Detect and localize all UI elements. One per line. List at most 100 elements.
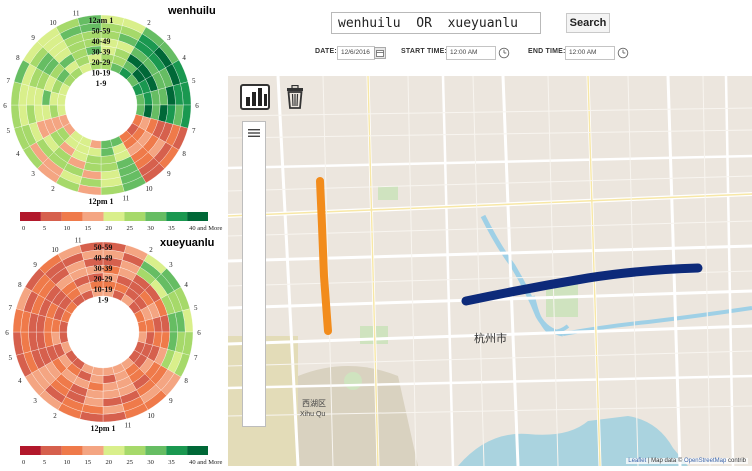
hour-label: 5 <box>9 354 13 362</box>
map-canal <box>562 306 752 336</box>
legend-swatch <box>61 446 83 455</box>
layer-side-panel[interactable] <box>242 121 266 427</box>
clock-icon[interactable] <box>617 47 629 59</box>
legend-tick: 5 <box>43 459 46 466</box>
end-time-label: END TIME: <box>528 48 566 55</box>
map-attribution: Leaflet | Map data © OpenStreetMap contr… <box>626 458 748 464</box>
ring-label: 50-59 <box>94 243 113 252</box>
legend-swatch <box>145 212 167 221</box>
legend-tick: 25 <box>126 225 133 232</box>
hour-label: 10 <box>148 412 156 420</box>
legend-swatch <box>20 446 41 455</box>
legend-tick: 0 <box>22 459 25 466</box>
ring-label: 20-29 <box>92 58 111 67</box>
map-river <box>531 295 570 334</box>
search-controls: Search DATE: 12/6/2016 START TIME: 12:00… <box>228 0 752 76</box>
hour-label: 2 <box>51 185 55 193</box>
legend-swatch <box>20 212 41 221</box>
attribution-text-rest: contrib <box>726 458 746 464</box>
hour-label: 9 <box>167 170 171 178</box>
hour-label: 7 <box>192 127 196 135</box>
hour-label: 8 <box>182 150 186 158</box>
hour-label: 5 <box>194 304 198 312</box>
hour-label: 11 <box>75 236 82 244</box>
hour-label: 7 <box>9 304 13 312</box>
legend-tick: 30 <box>147 459 154 466</box>
start-time-field[interactable]: 12:00 AM <box>446 46 496 60</box>
hour-label: 4 <box>18 377 22 385</box>
radial-charts-panel: wenhuilu 12am 1 50-59 40-49 30-39 20-29 10-19… <box>0 0 228 471</box>
map-arterials <box>228 76 752 466</box>
heatmap-cell <box>137 320 147 333</box>
ring-label: 30-39 <box>92 48 111 57</box>
road-xueyuanlu[interactable] <box>316 177 332 335</box>
hour-label: 3 <box>167 34 171 42</box>
hour-label: 7 <box>7 77 11 85</box>
legend-tick: 20 <box>106 459 113 466</box>
hour-label: 9 <box>33 261 37 269</box>
legend-tick: 10 <box>64 225 71 232</box>
ring-label: 50-59 <box>92 27 111 36</box>
trash-icon[interactable] <box>286 85 304 109</box>
district-pinyin-label: Xihu Qu <box>300 411 325 418</box>
ring-label: 1-9 <box>96 79 107 88</box>
legend-swatch <box>166 212 188 221</box>
legend-tick: 40 and More <box>189 459 222 466</box>
hour-label: 9 <box>169 397 173 405</box>
map-canvas[interactable]: 杭州市 西湖区 Xihu Qu <box>228 76 752 466</box>
bar-chart-icon[interactable] <box>240 84 270 110</box>
date-field[interactable]: 12/6/2016 <box>337 46 375 60</box>
ring-label: 20-29 <box>94 275 113 284</box>
hour-label: 6 <box>195 102 199 110</box>
menu-icon[interactable] <box>248 128 260 138</box>
heatmap-cell <box>79 241 104 253</box>
map-view[interactable]: 杭州市 西湖区 Xihu Qu Leaflet | Map data © Ope… <box>228 76 752 466</box>
road-wenhuilu[interactable] <box>461 263 703 306</box>
legend-swatch <box>145 446 167 455</box>
legend-swatch <box>40 446 62 455</box>
legend-tick: 35 <box>168 459 175 466</box>
legend-swatch <box>61 212 83 221</box>
hour-label: 4 <box>182 54 186 62</box>
hour-label: 6 <box>197 329 201 337</box>
hour-label: 4 <box>184 281 188 289</box>
legend-tick: 5 <box>43 225 46 232</box>
osm-link[interactable]: OpenStreetMap <box>683 458 727 464</box>
leaflet-link[interactable]: Leaflet <box>628 458 647 464</box>
calendar-icon[interactable] <box>374 47 386 59</box>
search-button[interactable]: Search <box>566 13 610 33</box>
search-input[interactable] <box>331 12 541 34</box>
legend-swatch <box>187 446 208 455</box>
ring-label: 12am 1 <box>89 16 114 25</box>
hour-label: 3 <box>33 397 37 405</box>
map-park <box>344 372 362 390</box>
hour-label: 8 <box>184 377 188 385</box>
attribution-text: | Map data © <box>646 458 684 464</box>
legend-tick: 15 <box>85 225 92 232</box>
legend-tick: 15 <box>85 459 92 466</box>
hour-label: 11 <box>124 422 131 430</box>
ring-label: 1-9 <box>98 296 109 305</box>
legend-tick: 0 <box>22 225 25 232</box>
ring-label: 30-39 <box>94 264 113 273</box>
hour-label: 9 <box>31 34 35 42</box>
legend-swatch <box>82 446 104 455</box>
legend-tick: 40 and More <box>189 225 222 232</box>
map-hill <box>298 366 418 466</box>
clock-icon[interactable] <box>498 47 510 59</box>
district-label: 西湖区 <box>302 399 326 408</box>
legend-swatch <box>103 212 125 221</box>
chart-title-wenhuilu: wenhuilu <box>167 5 216 17</box>
end-time-field[interactable]: 12:00 AM <box>565 46 615 60</box>
hour-label: 5 <box>7 127 11 135</box>
ring-label: 40-49 <box>94 254 113 263</box>
map-lake <box>458 416 688 466</box>
legend-tick: 35 <box>168 225 175 232</box>
legend-tick: 20 <box>106 225 113 232</box>
legend-tick: 30 <box>147 225 154 232</box>
heatmap-cell <box>77 14 102 26</box>
ring-label: 40-49 <box>92 37 111 46</box>
heatmap-cell <box>57 104 67 117</box>
